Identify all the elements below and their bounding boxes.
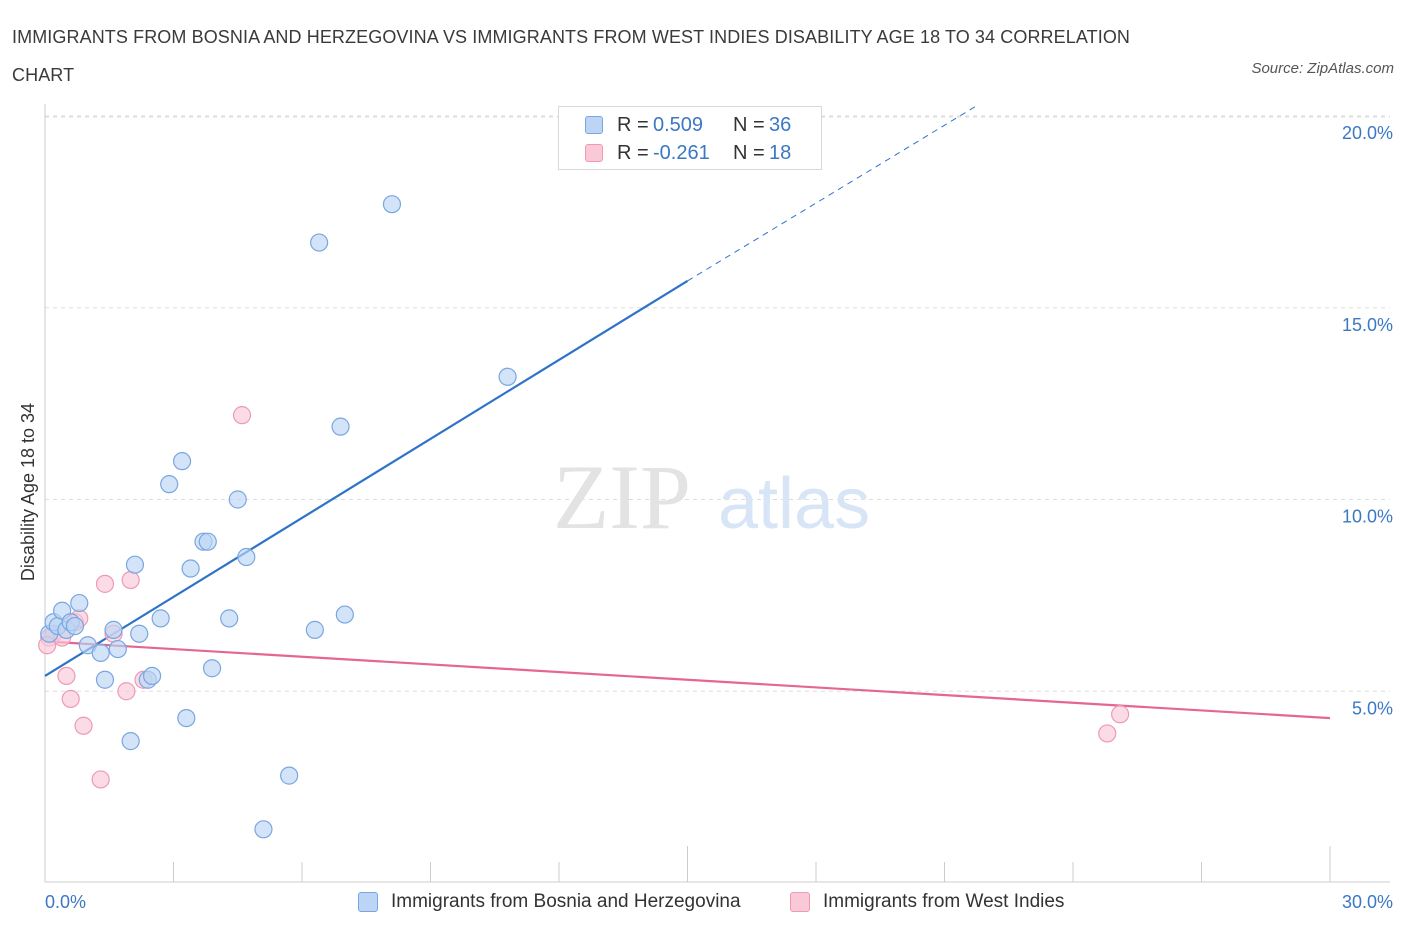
legend-r-label: R = [617, 142, 649, 164]
legend-n-label: N = [733, 142, 765, 164]
point-westindies [232, 406, 252, 425]
point-bosnia [177, 708, 196, 728]
legend-n-label: N = [733, 114, 765, 136]
point-bosnia [91, 643, 110, 663]
point-bosnia [220, 609, 239, 628]
point-bosnia [108, 639, 127, 659]
point-bosnia [70, 593, 89, 613]
trend-line-westindies [44, 640, 1331, 720]
legend-swatch-pink [585, 144, 603, 162]
bottom-legend-swatch-pink [790, 892, 810, 912]
trend-layer [44, 104, 1331, 720]
points-layer [38, 195, 1130, 839]
legend-n-value: 36 [769, 114, 792, 136]
trend-line-bosnia [44, 279, 689, 677]
point-westindies [57, 666, 76, 686]
legend-r-value: -0.261 [653, 142, 710, 164]
y-tick-label: 5.0% [1352, 698, 1393, 718]
point-bosnia [65, 616, 85, 636]
point-bosnia [198, 532, 217, 551]
legend-r-value: 0.509 [653, 114, 704, 136]
point-bosnia [237, 547, 256, 567]
point-bosnia [142, 666, 162, 686]
x-tick-label-min: 0.0% [45, 892, 86, 912]
source-label: Source: ZipAtlas.com [1251, 60, 1394, 77]
point-bosnia [498, 367, 517, 386]
point-bosnia [305, 620, 324, 639]
legend-r-label: R = [617, 114, 649, 136]
bottom-legend-label-westindies: Immigrants from West Indies [823, 891, 1065, 912]
y-tick-label: 15.0% [1342, 315, 1393, 335]
legend: R = 0.509 N = 36 R = -0.261 N = 18 [558, 106, 822, 170]
point-bosnia [382, 195, 402, 214]
point-bosnia [130, 624, 149, 643]
point-westindies [117, 682, 136, 701]
point-bosnia [151, 609, 170, 628]
point-bosnia [202, 659, 222, 678]
point-bosnia [331, 417, 350, 436]
point-westindies [91, 770, 110, 789]
chart-title: IMMIGRANTS FROM BOSNIA AND HERZEGOVINA V… [12, 27, 1131, 85]
y-tick-label: 10.0% [1342, 507, 1393, 527]
legend-swatch-blue [585, 116, 603, 134]
point-bosnia [280, 766, 299, 785]
point-westindies [95, 574, 115, 593]
y-axis-label: Disability Age 18 to 34 [18, 403, 38, 581]
watermark-atlas: atlas [718, 464, 870, 544]
point-bosnia [335, 605, 354, 624]
point-bosnia [254, 820, 273, 839]
legend-n-value: 18 [769, 142, 792, 164]
point-westindies [121, 570, 140, 590]
point-bosnia [121, 732, 140, 751]
point-westindies [1098, 724, 1117, 743]
point-bosnia [160, 475, 179, 494]
point-bosnia [104, 620, 123, 639]
point-bosnia [172, 452, 192, 471]
bottom-legend-swatch-blue [358, 892, 378, 912]
point-bosnia [310, 233, 329, 252]
grid-layer [45, 115, 1390, 692]
point-westindies [1111, 705, 1130, 724]
watermark-zip: ZIP [553, 446, 691, 548]
point-bosnia [95, 670, 115, 689]
axis-layer: 5.0% 10.0% 15.0% 20.0% 0.0% 30.0% [44, 104, 1393, 912]
point-bosnia [125, 555, 145, 574]
x-tick-label-max: 30.0% [1342, 892, 1393, 912]
bottom-legend-label-bosnia: Immigrants from Bosnia and Herzegovina [391, 891, 741, 912]
point-bosnia [228, 490, 247, 509]
point-westindies [61, 689, 80, 709]
point-bosnia [181, 559, 200, 578]
point-westindies [74, 716, 93, 735]
y-tick-label: 20.0% [1342, 123, 1393, 143]
trend-line-bosnia-extension [687, 104, 980, 282]
